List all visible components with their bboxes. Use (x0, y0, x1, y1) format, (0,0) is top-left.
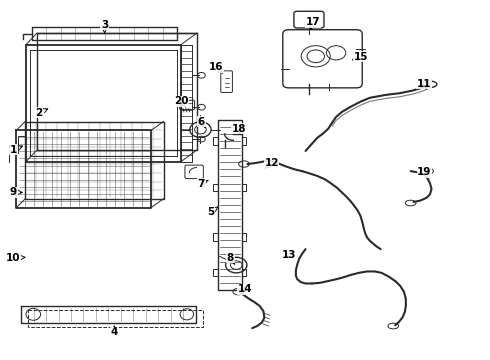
Text: 3: 3 (101, 20, 108, 33)
Text: 12: 12 (265, 158, 279, 168)
Text: 11: 11 (417, 78, 432, 89)
Text: 8: 8 (227, 253, 235, 264)
Text: 1: 1 (10, 145, 23, 155)
Text: 9: 9 (10, 188, 22, 197)
Text: 7: 7 (197, 179, 208, 189)
Text: 13: 13 (281, 250, 296, 260)
Text: 14: 14 (238, 284, 252, 294)
Bar (213, 233, 219, 241)
Text: 16: 16 (209, 62, 223, 73)
Text: 5: 5 (207, 207, 218, 217)
Text: 20: 20 (174, 96, 188, 107)
Bar (242, 138, 246, 145)
Bar (242, 184, 246, 192)
Bar (213, 138, 219, 145)
Bar (213, 184, 219, 192)
Text: 15: 15 (352, 51, 368, 62)
Bar (242, 269, 246, 276)
Text: 10: 10 (6, 253, 25, 263)
Bar (213, 269, 219, 276)
Text: 6: 6 (198, 117, 206, 128)
Text: 4: 4 (111, 326, 118, 337)
Text: 17: 17 (305, 17, 320, 30)
Text: 18: 18 (232, 123, 246, 134)
Bar (242, 233, 246, 241)
Text: 2: 2 (35, 108, 48, 118)
Text: 19: 19 (417, 167, 431, 177)
